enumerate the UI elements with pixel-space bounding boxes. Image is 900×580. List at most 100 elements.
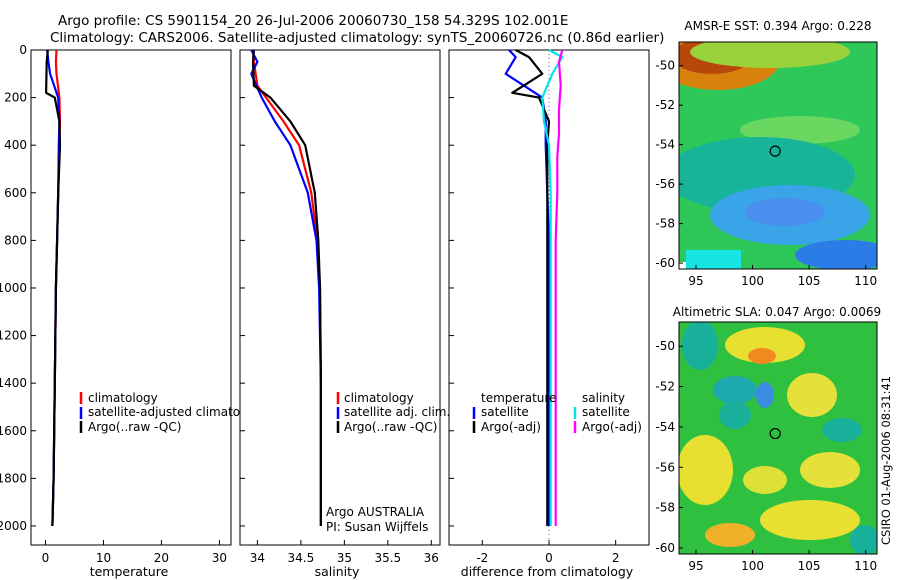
x-tick-label: 35 bbox=[337, 551, 352, 565]
sst-map-field bbox=[679, 42, 877, 269]
sst-yellow-band bbox=[690, 42, 850, 68]
sla-teal-east bbox=[822, 418, 862, 442]
temperature-legend: climatology satellite-adjusted climatolo… bbox=[79, 391, 266, 434]
argo-credit-line2: PI: Susan Wijffels bbox=[326, 520, 428, 534]
map-x-tick-label: 105 bbox=[798, 274, 821, 288]
sla-map-ticks: 95 100 105 110 -50 -52 -54 -56 -58 -60 bbox=[655, 339, 877, 573]
map-y-tick-label: -56 bbox=[655, 177, 675, 191]
sst-missing-data bbox=[679, 262, 686, 269]
map-x-tick-label: 105 bbox=[798, 559, 821, 573]
y-tick-label: 1400 bbox=[0, 376, 27, 390]
series-line-argo-raw-qc bbox=[251, 49, 322, 526]
sla-yellow-north bbox=[725, 327, 805, 363]
sla-yellow-west bbox=[679, 435, 733, 505]
x-tick-label: 20 bbox=[154, 551, 169, 565]
salinity-panel: 34 34.5 35 35.5 36 salinity climatology sate… bbox=[239, 49, 450, 579]
sla-map-frame bbox=[678, 321, 878, 555]
salinity-legend: climatology satellite adj. clim. Argo(..… bbox=[326, 391, 450, 534]
footer-credit: CSIRO 01-Aug-2006 08:31:41 bbox=[879, 376, 893, 545]
x-tick-label: 0 bbox=[545, 551, 553, 565]
legend-entry-satellite-adj: satellite adj. clim. bbox=[344, 405, 450, 419]
legend-entry-climatology: climatology bbox=[344, 391, 414, 405]
temperature-series bbox=[44, 49, 62, 527]
x-tick-label: 36 bbox=[424, 551, 439, 565]
figure-title-line2: Climatology: CARS2006. Satellite-adjuste… bbox=[50, 30, 664, 46]
sla-yellow-east bbox=[800, 452, 860, 488]
salinity-series bbox=[250, 49, 322, 526]
difference-legend: temperature satellite Argo(-adj) salinit… bbox=[472, 391, 642, 434]
x-tick-label: -2 bbox=[476, 551, 488, 565]
sla-teal-mid bbox=[719, 401, 751, 429]
y-tick-label: 400 bbox=[4, 138, 27, 152]
map-x-tick-label: 95 bbox=[688, 559, 703, 573]
sla-blue-spot bbox=[756, 382, 774, 408]
sla-yellow-center bbox=[743, 466, 787, 494]
sla-map-field bbox=[679, 322, 877, 554]
legend-entry-sal-argo: Argo(-adj) bbox=[582, 420, 642, 434]
sla-argo-location-marker bbox=[769, 427, 781, 440]
sst-cool-core bbox=[745, 198, 825, 226]
sst-ice-edge bbox=[686, 250, 741, 269]
y-tick-label: 1800 bbox=[0, 471, 27, 485]
map-y-tick-label: -50 bbox=[655, 59, 675, 73]
map-y-tick-label: -58 bbox=[655, 217, 675, 231]
map-y-tick-label: -52 bbox=[655, 380, 675, 394]
sst-map-frame bbox=[678, 41, 878, 270]
salinity-xlabel: salinity bbox=[315, 564, 360, 579]
sla-map-title: Altimetric SLA: 0.047 Argo: 0.0069 bbox=[673, 305, 881, 319]
legend-entry-temp-argo: Argo(-adj) bbox=[481, 420, 541, 434]
y-tick-label: 1200 bbox=[0, 329, 27, 343]
legend-header-salinity: salinity bbox=[582, 391, 625, 405]
x-tick-label: 35.5 bbox=[374, 551, 401, 565]
x-tick-label: 10 bbox=[96, 551, 111, 565]
map-y-tick-label: -54 bbox=[655, 138, 675, 152]
y-tick-label: 1000 bbox=[0, 281, 27, 295]
x-tick-label: 34.5 bbox=[288, 551, 315, 565]
temperature-panel: 0 10 20 30 0 200 400 600 800 1000 1200 1400 1600 1800… bbox=[0, 43, 266, 579]
legend-entry-argo: Argo(..raw -QC) bbox=[88, 420, 181, 434]
legend-entry-sal-satellite: satellite bbox=[582, 405, 630, 419]
map-y-tick-label: -56 bbox=[655, 460, 675, 474]
difference-xlabel: difference from climatology bbox=[461, 564, 634, 579]
salinity-plot-frame bbox=[239, 49, 441, 546]
sla-orange-south bbox=[705, 523, 755, 547]
map-x-tick-label: 100 bbox=[741, 274, 764, 288]
figure-title-line1: Argo profile: CS 5901154_20 26-Jul-2006 … bbox=[58, 13, 568, 29]
x-tick-label: 30 bbox=[212, 551, 227, 565]
series-line-argo-raw-qc bbox=[44, 49, 62, 527]
legend-entry-climatology: climatology bbox=[88, 391, 158, 405]
map-y-tick-label: -58 bbox=[655, 501, 675, 515]
x-tick-label: 34 bbox=[250, 551, 265, 565]
argo-credit-line1: Argo AUSTRALIA bbox=[326, 505, 425, 519]
sla-teal-north bbox=[682, 322, 718, 370]
map-y-tick-label: -54 bbox=[655, 420, 675, 434]
y-tick-label: 200 bbox=[4, 91, 27, 105]
difference-panel: -2 0 2 difference from climatology tempera… bbox=[448, 49, 650, 579]
series-line-salinity-argo-adj bbox=[554, 49, 564, 526]
sla-teal-south bbox=[850, 525, 877, 554]
map-y-tick-label: -60 bbox=[655, 541, 675, 555]
map-x-tick-label: 110 bbox=[854, 559, 877, 573]
map-x-tick-label: 110 bbox=[854, 274, 877, 288]
legend-entry-temp-satellite: satellite bbox=[481, 405, 529, 419]
sla-orange-north bbox=[748, 348, 776, 364]
y-tick-label: 2000 bbox=[0, 519, 27, 533]
series-line-temperature-argo-adj bbox=[511, 49, 551, 526]
sla-yellow-south bbox=[760, 500, 860, 540]
sst-argo-location-marker bbox=[769, 145, 781, 157]
y-tick-label: 800 bbox=[4, 233, 27, 247]
y-tick-label: 600 bbox=[4, 186, 27, 200]
series-line-salinity-satellite bbox=[541, 49, 564, 526]
difference-ticks: -2 0 2 bbox=[449, 49, 619, 565]
legend-entry-satellite-adjusted: satellite-adjusted climatology bbox=[88, 405, 266, 419]
sla-map-panel: Altimetric SLA: 0.047 Argo: 0.0069 95 100… bbox=[655, 305, 881, 573]
y-tick-label: 1600 bbox=[0, 424, 27, 438]
sst-light-band bbox=[740, 116, 860, 144]
salinity-ticks: 34 34.5 35 35.5 36 bbox=[240, 49, 439, 565]
sst-map-ticks: 95 100 105 110 -50 -52 -54 -56 -58 -60 bbox=[655, 59, 877, 288]
map-x-tick-label: 95 bbox=[688, 274, 703, 288]
map-y-tick-label: -50 bbox=[655, 339, 675, 353]
sla-yellow-mid bbox=[787, 373, 837, 417]
temperature-xlabel: temperature bbox=[90, 564, 169, 579]
